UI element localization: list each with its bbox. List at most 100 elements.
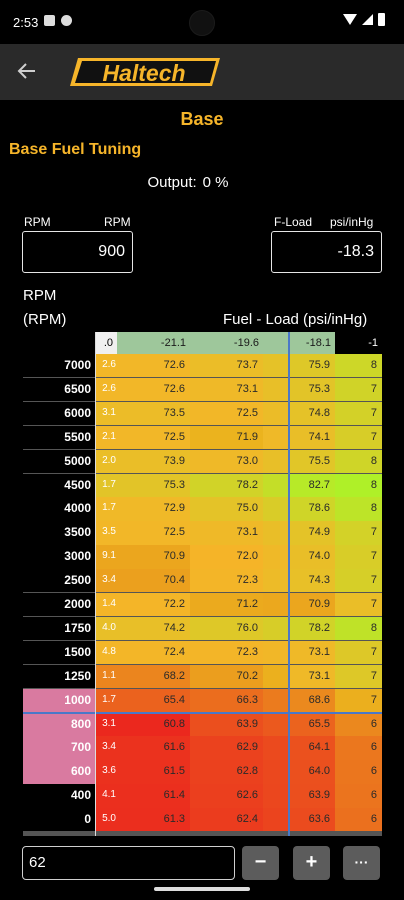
table-cell[interactable] [263, 473, 289, 497]
row-header[interactable]: 1000 [23, 688, 95, 712]
table-cell[interactable]: 75.3 [117, 473, 190, 497]
table-cell[interactable]: 2.6 [95, 354, 117, 378]
table-cell[interactable]: 1.7 [95, 497, 117, 521]
table-cell[interactable]: 3.5 [95, 521, 117, 545]
col-header[interactable]: -1 [335, 332, 382, 354]
row-header[interactable]: 3000 [23, 545, 95, 569]
table-cell[interactable]: 72.3 [190, 640, 263, 665]
table-cell[interactable]: 71.9 [190, 425, 263, 450]
table-cell[interactable]: 7 [335, 664, 382, 689]
table-cell[interactable]: 2.1 [95, 425, 117, 450]
table-cell[interactable]: 63.6 [289, 808, 335, 832]
table-cell[interactable]: 70.9 [117, 545, 190, 569]
table-cell[interactable]: 64.1 [289, 736, 335, 760]
table-cell[interactable]: 6 [335, 712, 382, 736]
table-cell[interactable]: 68.6 [289, 688, 335, 712]
row-header[interactable]: 1750 [23, 616, 95, 641]
col-header[interactable]: -19.6 [190, 332, 263, 354]
fuel-table[interactable]: .0 -21.1 -19.6 -18.1 -1 7000 2.6 72.6 73.7 75.9 8 6… [23, 332, 382, 836]
table-cell[interactable]: 60.8 [117, 712, 190, 736]
table-cell[interactable] [263, 425, 289, 450]
table-cell[interactable] [263, 401, 289, 426]
table-cell[interactable]: 8 [335, 354, 382, 378]
table-cell[interactable]: 65.4 [117, 688, 190, 712]
col-header[interactable]: .0 [95, 332, 117, 354]
table-cell[interactable]: 6 [335, 784, 382, 808]
table-cell[interactable]: 1.7 [95, 473, 117, 497]
row-header[interactable]: 600 [23, 760, 95, 784]
table-cell[interactable]: 7 [335, 545, 382, 569]
row-header[interactable]: 5000 [23, 449, 95, 473]
table-cell[interactable]: 1.4 [95, 593, 117, 617]
row-header[interactable]: 4500 [23, 473, 95, 497]
table-cell[interactable]: 72.6 [117, 377, 190, 402]
row-header[interactable]: 6500 [23, 377, 95, 402]
table-cell[interactable]: 78.2 [289, 616, 335, 641]
row-header[interactable]: 6000 [23, 401, 95, 426]
back-arrow-icon[interactable] [16, 60, 38, 82]
table-cell[interactable]: 71.2 [190, 593, 263, 617]
table-cell[interactable]: 74.0 [289, 545, 335, 569]
table-cell[interactable]: 74.1 [289, 425, 335, 450]
table-cell[interactable]: 72.5 [117, 425, 190, 450]
row-header[interactable]: 3500 [23, 521, 95, 545]
table-cell[interactable]: 72.6 [117, 354, 190, 378]
table-cell[interactable]: 62.6 [190, 784, 263, 808]
cell-value-input[interactable]: 62 [22, 846, 235, 880]
table-cell[interactable]: 73.9 [117, 449, 190, 473]
table-cell[interactable]: 73.1 [289, 640, 335, 665]
table-cell[interactable] [263, 640, 289, 665]
table-cell[interactable]: 6 [335, 760, 382, 784]
table-cell[interactable]: 82.7 [289, 473, 335, 497]
table-cell[interactable]: 68.2 [117, 664, 190, 689]
table-cell[interactable]: 72.5 [117, 521, 190, 545]
row-header[interactable]: 2000 [23, 593, 95, 617]
table-cell[interactable]: 64.0 [289, 760, 335, 784]
table-cell[interactable]: 6 [335, 736, 382, 760]
table-cell[interactable]: 8 [335, 473, 382, 497]
row-header[interactable]: 800 [23, 712, 95, 736]
table-cell[interactable] [263, 616, 289, 641]
table-cell[interactable]: 5.0 [95, 808, 117, 832]
table-cell[interactable]: 70.4 [117, 569, 190, 593]
table-cell[interactable]: 75.3 [289, 377, 335, 402]
table-cell[interactable] [263, 449, 289, 473]
col-header[interactable] [263, 332, 289, 354]
table-cell[interactable]: 72.0 [190, 545, 263, 569]
table-cell[interactable] [263, 760, 289, 784]
load-value-field[interactable]: -18.3 [271, 231, 382, 273]
table-cell[interactable]: 7 [335, 521, 382, 545]
table-cell[interactable]: 66.3 [190, 688, 263, 712]
table-cell[interactable] [263, 545, 289, 569]
table-cell[interactable] [263, 593, 289, 617]
more-options-button[interactable]: ··· [343, 846, 380, 880]
table-cell[interactable]: 61.6 [117, 736, 190, 760]
row-header[interactable]: 5500 [23, 425, 95, 450]
table-cell[interactable]: 2.6 [95, 377, 117, 402]
table-cell[interactable]: 70.2 [190, 664, 263, 689]
table-cell[interactable]: 7 [335, 377, 382, 402]
decrement-button[interactable]: − [242, 846, 279, 880]
table-cell[interactable]: 73.7 [190, 354, 263, 378]
table-cell[interactable] [263, 688, 289, 712]
table-cell[interactable]: 7 [335, 640, 382, 665]
table-cell[interactable] [263, 664, 289, 689]
table-cell[interactable]: 78.2 [190, 473, 263, 497]
col-header[interactable]: -18.1 [289, 332, 335, 354]
table-cell[interactable]: 72.2 [117, 593, 190, 617]
table-cell[interactable]: 3.4 [95, 736, 117, 760]
table-cell[interactable]: 61.4 [117, 784, 190, 808]
table-cell[interactable]: 78.6 [289, 497, 335, 521]
row-header[interactable]: 1250 [23, 664, 95, 689]
table-cell[interactable]: 3.1 [95, 712, 117, 736]
table-cell[interactable]: 7 [335, 425, 382, 450]
row-header[interactable]: 4000 [23, 497, 95, 521]
rpm-value-field[interactable]: 900 [22, 231, 133, 273]
table-cell[interactable] [263, 569, 289, 593]
table-cell[interactable]: 4.1 [95, 784, 117, 808]
table-cell[interactable]: 62.8 [190, 760, 263, 784]
table-cell[interactable]: 61.3 [117, 808, 190, 832]
table-cell[interactable]: 8 [335, 449, 382, 473]
table-cell[interactable]: 72.3 [190, 569, 263, 593]
table-cell[interactable] [263, 497, 289, 521]
